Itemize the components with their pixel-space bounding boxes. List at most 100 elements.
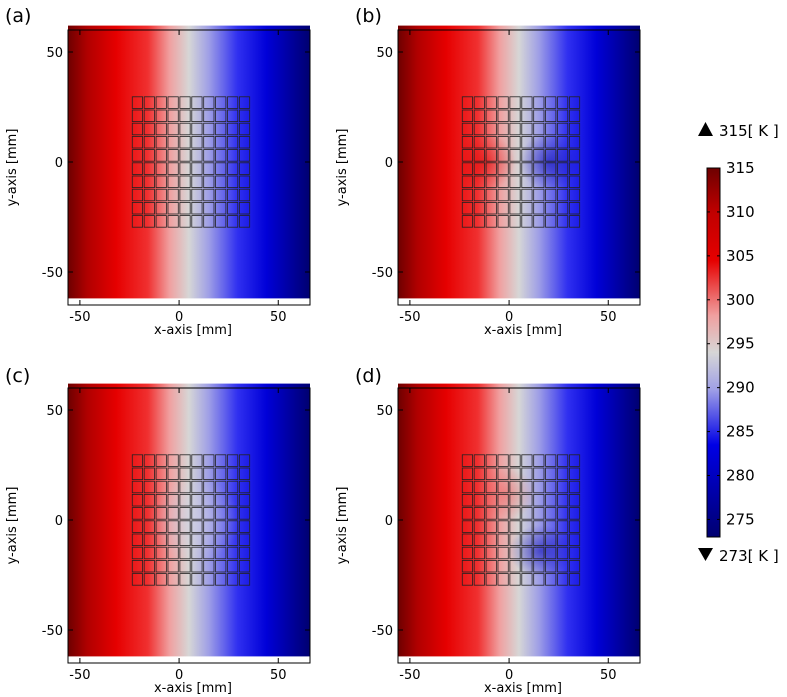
grid-cell bbox=[167, 201, 179, 215]
grid-cell bbox=[521, 149, 533, 162]
grid-cell bbox=[485, 560, 497, 573]
grid-cell bbox=[167, 175, 179, 189]
grid-cell bbox=[461, 201, 473, 215]
grid-cell bbox=[461, 149, 473, 162]
grid-cell bbox=[227, 109, 239, 123]
grid-cell bbox=[568, 467, 581, 481]
colorbar-tick-label: 275 bbox=[726, 510, 755, 528]
hot-spot bbox=[455, 134, 516, 190]
grid-cell bbox=[179, 149, 191, 162]
grid-cell bbox=[497, 507, 509, 520]
grid-cell bbox=[179, 175, 191, 189]
grid-cell bbox=[521, 507, 533, 520]
grid-cell bbox=[238, 560, 251, 573]
grid-cell bbox=[521, 480, 533, 494]
y-tick-label: 0 bbox=[55, 514, 63, 529]
grid-cell bbox=[155, 175, 167, 189]
grid-cell bbox=[485, 454, 497, 467]
grid-cell bbox=[509, 109, 521, 123]
grid-cell bbox=[509, 480, 521, 494]
grid-cell bbox=[167, 573, 179, 586]
grid-cell bbox=[167, 109, 179, 123]
min-triangle-icon bbox=[698, 548, 713, 561]
grid-cell bbox=[557, 109, 569, 123]
grid-cell bbox=[485, 493, 497, 507]
grid-cell bbox=[238, 188, 251, 202]
grid-cell bbox=[191, 96, 203, 109]
colorbar-gradient bbox=[706, 167, 721, 538]
x-tick-label: 0 bbox=[175, 668, 183, 683]
grid-cell bbox=[568, 96, 581, 109]
shift-warm-spot bbox=[475, 467, 536, 520]
plot-border bbox=[397, 29, 641, 306]
grid-cell bbox=[497, 109, 509, 123]
grid-cell bbox=[461, 560, 473, 573]
x-tick-label: 0 bbox=[505, 668, 513, 683]
grid-cell bbox=[215, 122, 227, 136]
grid-cell bbox=[473, 96, 485, 109]
grid-cell bbox=[238, 122, 251, 136]
grid-cell bbox=[568, 215, 581, 228]
y-axis-title: y-axis [mm] bbox=[5, 487, 20, 565]
grid-cell bbox=[155, 533, 167, 547]
grid-cell bbox=[238, 201, 251, 215]
colorbar-max-label: 315[ K ] bbox=[719, 122, 779, 140]
grid-cell bbox=[533, 560, 545, 573]
grid-cell bbox=[568, 201, 581, 215]
grid-cell bbox=[557, 520, 569, 533]
y-tick-label: -50 bbox=[42, 266, 63, 281]
shift-cold-spot bbox=[508, 524, 573, 577]
grid-cell bbox=[497, 201, 509, 215]
grid-cell bbox=[533, 162, 545, 175]
grid-cell bbox=[227, 467, 239, 481]
grid-cell bbox=[473, 162, 485, 175]
grid-cell bbox=[155, 573, 167, 586]
x-tick-label: -50 bbox=[69, 310, 90, 325]
grid-cell bbox=[485, 533, 497, 547]
grid-cell bbox=[227, 122, 239, 136]
grid-cell bbox=[179, 201, 191, 215]
grid-cell bbox=[131, 520, 143, 533]
grid-cell bbox=[203, 454, 215, 467]
grid-cell bbox=[167, 149, 179, 162]
grid-cell bbox=[238, 454, 251, 467]
grid-cell bbox=[155, 454, 167, 467]
grid-cell bbox=[509, 520, 521, 533]
grid-cell bbox=[497, 175, 509, 189]
grid-cell bbox=[521, 109, 533, 123]
grid-cell bbox=[545, 546, 557, 560]
grid-cell bbox=[497, 493, 509, 507]
grid-cell bbox=[461, 162, 473, 175]
grid-cell bbox=[545, 560, 557, 573]
grid-cell bbox=[485, 520, 497, 533]
grid-cell bbox=[227, 573, 239, 586]
grid-cell bbox=[521, 215, 533, 228]
panel-c: -50 0 50 50 0 -50 x-axis [mm] y-axis [mm] (c) bbox=[5, 365, 311, 696]
grid-cell bbox=[143, 480, 155, 494]
grid-cell bbox=[461, 507, 473, 520]
grid-cell bbox=[473, 175, 485, 189]
grid-cell bbox=[568, 135, 581, 149]
grid-cell bbox=[485, 467, 497, 481]
grid-cell bbox=[485, 480, 497, 494]
grid-cell bbox=[461, 533, 473, 547]
y-tick-label: 50 bbox=[46, 46, 63, 61]
grid-cell bbox=[227, 96, 239, 109]
colorbar-ticks: 315 310 305 300 295 290 285 280 275 bbox=[707, 159, 755, 528]
grid-cell bbox=[545, 122, 557, 136]
x-tick-label: 0 bbox=[505, 310, 513, 325]
grid-cell bbox=[485, 215, 497, 228]
grid-cell bbox=[155, 493, 167, 507]
grid-cell bbox=[227, 520, 239, 533]
grid-cell bbox=[203, 188, 215, 202]
grid-cell bbox=[179, 467, 191, 481]
grid-cell bbox=[143, 162, 155, 175]
grid-cell bbox=[203, 175, 215, 189]
grid-cell bbox=[545, 135, 557, 149]
grid-cell bbox=[131, 467, 143, 481]
grid-cell bbox=[215, 215, 227, 228]
x-axis-title: x-axis [mm] bbox=[154, 681, 232, 696]
x-tick-label: 50 bbox=[600, 668, 617, 683]
panel-label: (b) bbox=[355, 5, 382, 27]
y-tick-label: -50 bbox=[42, 624, 63, 639]
